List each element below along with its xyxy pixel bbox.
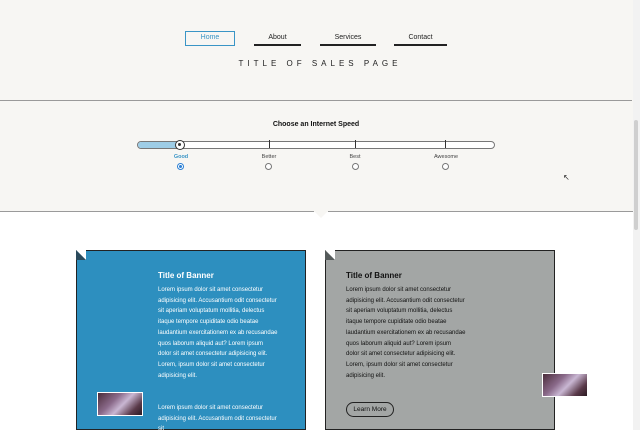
slider-tick <box>269 140 270 148</box>
mouse-cursor-icon: ↖ <box>563 173 570 182</box>
banner-corner-fold <box>325 250 335 260</box>
section-divider-left <box>0 211 314 212</box>
nav-home-link[interactable]: Home <box>185 31 235 46</box>
banner-text: Lorem ipsum dolor sit amet consectetur a… <box>346 287 466 379</box>
scrollbar-thumb[interactable] <box>634 120 638 230</box>
speed-option-awesome-radio[interactable] <box>442 163 449 170</box>
main-nav: Home About Services Contact <box>0 31 640 47</box>
speed-option-better-radio[interactable] <box>265 163 272 170</box>
speed-option-good-label: Good <box>173 154 189 160</box>
speed-option-good-radio[interactable] <box>177 163 184 170</box>
page-title: TITLE OF SALES PAGE <box>238 59 402 68</box>
banner-title: Title of Banner <box>158 271 214 280</box>
section-pointer-icon <box>314 211 328 218</box>
speed-slider-track[interactable] <box>137 140 495 149</box>
floating-thumbnail-image <box>542 373 588 397</box>
speed-option-best-label: Best <box>349 154 361 160</box>
speed-heading: Choose an Internet Speed <box>272 121 360 128</box>
slider-tick <box>445 140 446 148</box>
banner-text-more: Lorem ipsum dolor sit amet consectetur a… <box>158 405 277 433</box>
learn-more-button[interactable]: Learn More <box>346 402 394 417</box>
speed-slider-fill <box>138 142 180 148</box>
nav-contact-link[interactable]: Contact <box>394 31 447 46</box>
banner-gray: Title of Banner Lorem ipsum dolor sit am… <box>325 250 555 430</box>
nav-services-link[interactable]: Services <box>320 31 376 46</box>
banner-thumbnail-image <box>97 392 143 416</box>
speed-option-best-radio[interactable] <box>352 163 359 170</box>
speed-option-better-label: Better <box>261 154 277 160</box>
banner-title: Title of Banner <box>346 271 402 280</box>
banner-blue: Title of Banner Lorem ipsum dolor sit am… <box>76 250 306 432</box>
section-divider-right <box>328 211 633 212</box>
banner-corner-fold <box>76 250 86 260</box>
header-divider <box>0 100 632 101</box>
nav-about-link[interactable]: About <box>254 31 301 46</box>
slider-tick <box>355 140 356 148</box>
speed-slider-thumb[interactable] <box>175 140 185 150</box>
banner-text: Lorem ipsum dolor sit amet consectetur a… <box>158 287 278 379</box>
speed-option-awesome-label: Awesome <box>433 154 459 160</box>
header-section: Home About Services Contact TITLE OF SAL… <box>0 0 640 212</box>
